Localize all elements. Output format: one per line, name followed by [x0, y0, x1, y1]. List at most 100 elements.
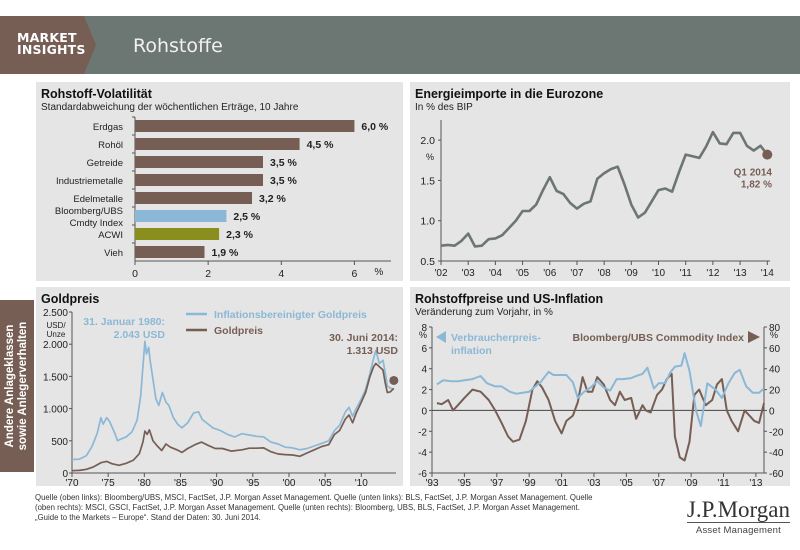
- header-banner: MARKET INSIGHTS Rohstoffe: [0, 16, 800, 74]
- x-tick-label: '14: [761, 268, 774, 279]
- endpoint-label-value: 1,82 %: [741, 180, 772, 191]
- volatility-chart-panel: Rohstoff-Volatilität Standardabweichung …: [36, 82, 403, 281]
- x-tick-label: '95: [458, 478, 471, 486]
- side-tab-line-2: sowie Anlegerverhalten: [17, 321, 29, 451]
- x-tick-label: '13: [749, 478, 762, 486]
- inflation-title: Rohstoffpreise und US-Inflation: [415, 292, 604, 306]
- energy-title: Energieimporte in die Eurozone: [415, 87, 604, 101]
- bar-6: [135, 228, 220, 240]
- right-y-tick-label: -60: [769, 469, 784, 480]
- endpoint-marker: [762, 149, 773, 160]
- x-tick-label: '80: [138, 478, 151, 486]
- commodity-index-line: [436, 372, 765, 462]
- x-tick-label: '02: [434, 268, 447, 279]
- volatility-title: Rohstoff-Volatilität: [41, 87, 152, 101]
- badge-line-2: INSIGHTS: [17, 42, 86, 57]
- energy-line-chart: 0.5 1.0 1.5 2.0% '02 '03 '04 '05 '06 '07 '08 '09 '10…: [420, 120, 774, 279]
- x-tick-label: '85: [174, 478, 187, 486]
- x-tick-label: '10: [652, 268, 665, 279]
- category-label: Erdgas: [93, 122, 123, 133]
- bar-value-label: 2,3 %: [226, 229, 254, 241]
- gold-line-chart: 0 500 1.000 1.500 2.000 2.500 USD/Unze '70 '75 '8…: [43, 308, 399, 486]
- left-y-tick-label: 2: [421, 386, 427, 397]
- real-gold-price-line: [71, 340, 395, 461]
- category-label: ACWI: [98, 230, 123, 241]
- right-y-tick-label: 0: [769, 406, 775, 417]
- y-unit-label-1: USD/: [46, 321, 66, 330]
- right-y-tick-label: 80: [769, 323, 781, 334]
- x-tick-label: '10: [355, 478, 368, 486]
- bar-value-label: 3,2 %: [259, 193, 287, 205]
- x-tick-label: '00: [282, 478, 295, 486]
- x-tick-label: '03: [587, 478, 600, 486]
- latest-annotation-value: 1.313 USD: [347, 345, 399, 357]
- x-tick-label: '05: [319, 478, 332, 486]
- x-tick-label: '09: [625, 268, 638, 279]
- footnote-line-1: Quelle (oben links): Bloomberg/UBS, MSCI…: [35, 493, 593, 502]
- left-y-tick-label: -4: [418, 448, 427, 459]
- bar-1: [135, 138, 300, 150]
- x-tick-label: 0: [132, 268, 138, 280]
- y-unit-label: %: [426, 152, 434, 162]
- category-label: Cmdty Index: [70, 218, 124, 229]
- endpoint-marker: [389, 375, 399, 385]
- category-label: Industriemetalle: [56, 176, 123, 187]
- bar-2: [135, 156, 263, 168]
- left-y-tick-label: 4: [421, 365, 427, 376]
- peak-annotation-date: 31. Januar 1980:: [83, 316, 165, 328]
- bar-3: [135, 174, 263, 186]
- y-tick-label: 2.500: [43, 308, 68, 319]
- bar-value-label: 3,5 %: [270, 157, 298, 169]
- right-y-tick-label: 40: [769, 365, 781, 376]
- right-unit-label: %: [770, 330, 778, 340]
- left-arrow-icon: [436, 331, 446, 343]
- y-unit-label-2: Unze: [47, 330, 66, 339]
- right-y-tick-label: -20: [769, 427, 784, 438]
- gold-title: Goldpreis: [41, 292, 100, 306]
- footnote-line-3: „Guide to the Markets – Europe“. Stand d…: [35, 513, 261, 522]
- logo-wordmark: J.P.Morgan: [686, 497, 790, 523]
- x-tick-label: '05: [516, 268, 529, 279]
- y-tick-label: 2.000: [43, 340, 68, 351]
- inflation-subtitle: Veränderung zum Vorjahr, in %: [415, 307, 553, 318]
- gold-price-line: [71, 362, 395, 472]
- bar-value-label: 3,5 %: [270, 175, 298, 187]
- bar-value-label: 4,5 %: [307, 139, 335, 151]
- x-tick-label: '07: [652, 478, 665, 486]
- bar-4: [135, 192, 253, 204]
- x-tick-label: '01: [555, 478, 568, 486]
- x-unit-label: %: [374, 267, 383, 278]
- volatility-subtitle: Standardabweichung der wöchentlichen Ert…: [41, 102, 299, 113]
- left-y-tick-label: 8: [421, 323, 427, 334]
- bar-7: [135, 246, 205, 258]
- cpi-legend-label-2: inflation: [451, 345, 492, 357]
- y-tick-label: 2.0: [420, 135, 435, 147]
- energy-series-line: [440, 130, 769, 248]
- x-tick-label: '08: [598, 268, 611, 279]
- cpi-legend-label-1: Verbraucherpreis-: [451, 332, 541, 344]
- logo-subline: Asset Management: [695, 525, 781, 536]
- footnote-line-2: (oben rechts): MSCI, GSCI, FactSet, J.P.…: [35, 503, 580, 512]
- source-footnote: Quelle (oben links): Bloomberg/UBS, MSCI…: [35, 493, 635, 523]
- x-tick-label: '09: [685, 478, 698, 486]
- peak-annotation-value: 2.043 USD: [114, 329, 166, 341]
- side-tab-line-1: Andere Anlageklassen: [4, 324, 16, 448]
- left-y-tick-label: -6: [418, 469, 427, 480]
- x-tick-label: 2: [205, 268, 211, 280]
- category-label: Vieh: [104, 248, 123, 259]
- x-tick-label: '05: [620, 478, 633, 486]
- x-tick-label: '90: [210, 478, 223, 486]
- x-tick-label: 6: [352, 268, 358, 280]
- left-unit-label: %: [419, 330, 427, 340]
- volatility-bar-chart: 6,0 % Erdgas 4,5 % Rohöl 3,5 % Getreide 3,5 % I…: [55, 116, 391, 280]
- endpoint-label-date: Q1 2014: [734, 168, 773, 179]
- category-label: Bloomberg/UBS: [55, 206, 123, 217]
- bar-5: [135, 210, 227, 222]
- y-tick-label: 500: [51, 437, 68, 448]
- x-tick-label: '12: [706, 268, 719, 279]
- x-tick-label: '07: [570, 268, 583, 279]
- legend-label: Inflationsbereinigter Goldpreis: [214, 309, 367, 321]
- cpi-inflation-line: [436, 352, 765, 428]
- right-y-tick-label: -40: [769, 448, 784, 459]
